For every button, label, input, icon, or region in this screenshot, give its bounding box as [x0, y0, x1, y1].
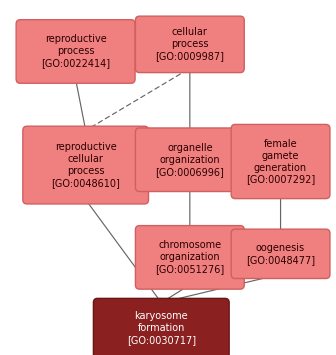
Text: organelle
organization
[GO:0006996]: organelle organization [GO:0006996] [156, 143, 224, 177]
Text: karyosome
formation
[GO:0030717]: karyosome formation [GO:0030717] [127, 311, 196, 345]
Text: chromosome
organization
[GO:0051276]: chromosome organization [GO:0051276] [155, 240, 224, 274]
Text: female
gamete
generation
[GO:0007292]: female gamete generation [GO:0007292] [246, 138, 315, 185]
Text: reproductive
process
[GO:0022414]: reproductive process [GO:0022414] [41, 34, 110, 69]
Text: cellular
process
[GO:0009987]: cellular process [GO:0009987] [155, 27, 224, 61]
FancyBboxPatch shape [16, 20, 135, 83]
FancyBboxPatch shape [135, 226, 244, 289]
Text: reproductive
cellular
process
[GO:0048610]: reproductive cellular process [GO:004861… [51, 142, 120, 188]
FancyBboxPatch shape [23, 126, 149, 204]
FancyBboxPatch shape [231, 125, 330, 199]
FancyBboxPatch shape [135, 128, 244, 191]
FancyBboxPatch shape [135, 16, 244, 73]
Text: oogenesis
[GO:0048477]: oogenesis [GO:0048477] [246, 243, 315, 265]
FancyBboxPatch shape [231, 229, 330, 278]
FancyBboxPatch shape [93, 298, 229, 355]
